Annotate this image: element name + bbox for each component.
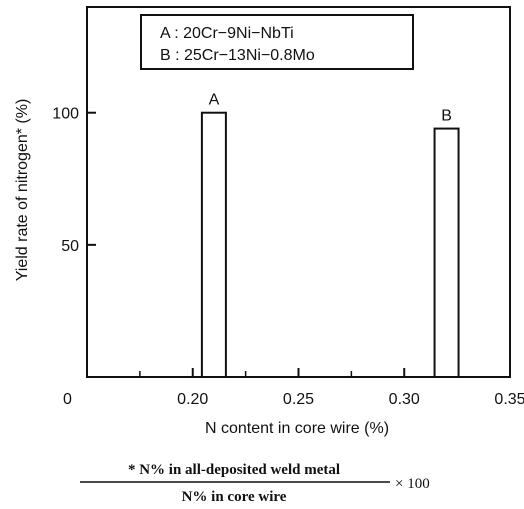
x-tick-label: 0.20 <box>177 391 208 408</box>
y-tick-label: 100 <box>52 106 79 123</box>
bar-label: B <box>441 108 452 125</box>
x-tick-label: 0.25 <box>283 391 314 408</box>
y-axis-label: Yield rate of nitrogen* (%) <box>14 99 31 282</box>
legend: A : 20Cr−9Ni−NbTi B : 25Cr−13Ni−0.8Mo <box>140 14 414 70</box>
x-axis-label: N content in core wire (%) <box>205 420 389 437</box>
y-axis-ticks: 50 100 <box>52 106 96 255</box>
bar-a <box>200 111 227 378</box>
footnote-numerator: * N% in all-deposited weld metal <box>128 462 340 478</box>
legend-entry-b: B : 25Cr−13Ni−0.8Mo <box>160 47 315 64</box>
legend-entry-a: A : 20Cr−9Ni−NbTi <box>160 25 294 42</box>
x-tick-label: 0.30 <box>389 391 420 408</box>
footnote-multiplier: × 100 <box>395 476 430 492</box>
x-tick-label: 0.35 <box>494 391 524 408</box>
footnote-formula: * N% in all-deposited weld metal N% in c… <box>80 462 430 505</box>
x-origin-label: 0 <box>63 391 72 408</box>
bar-label: A <box>209 92 220 109</box>
legend-box <box>140 14 414 70</box>
x-axis-ticks: 0.20 0.25 0.30 0.35 <box>139 368 524 408</box>
footnote-denominator: N% in core wire <box>182 489 287 505</box>
bar-b <box>433 127 460 378</box>
y-tick-label: 50 <box>61 238 79 255</box>
bars: AB <box>200 92 460 378</box>
